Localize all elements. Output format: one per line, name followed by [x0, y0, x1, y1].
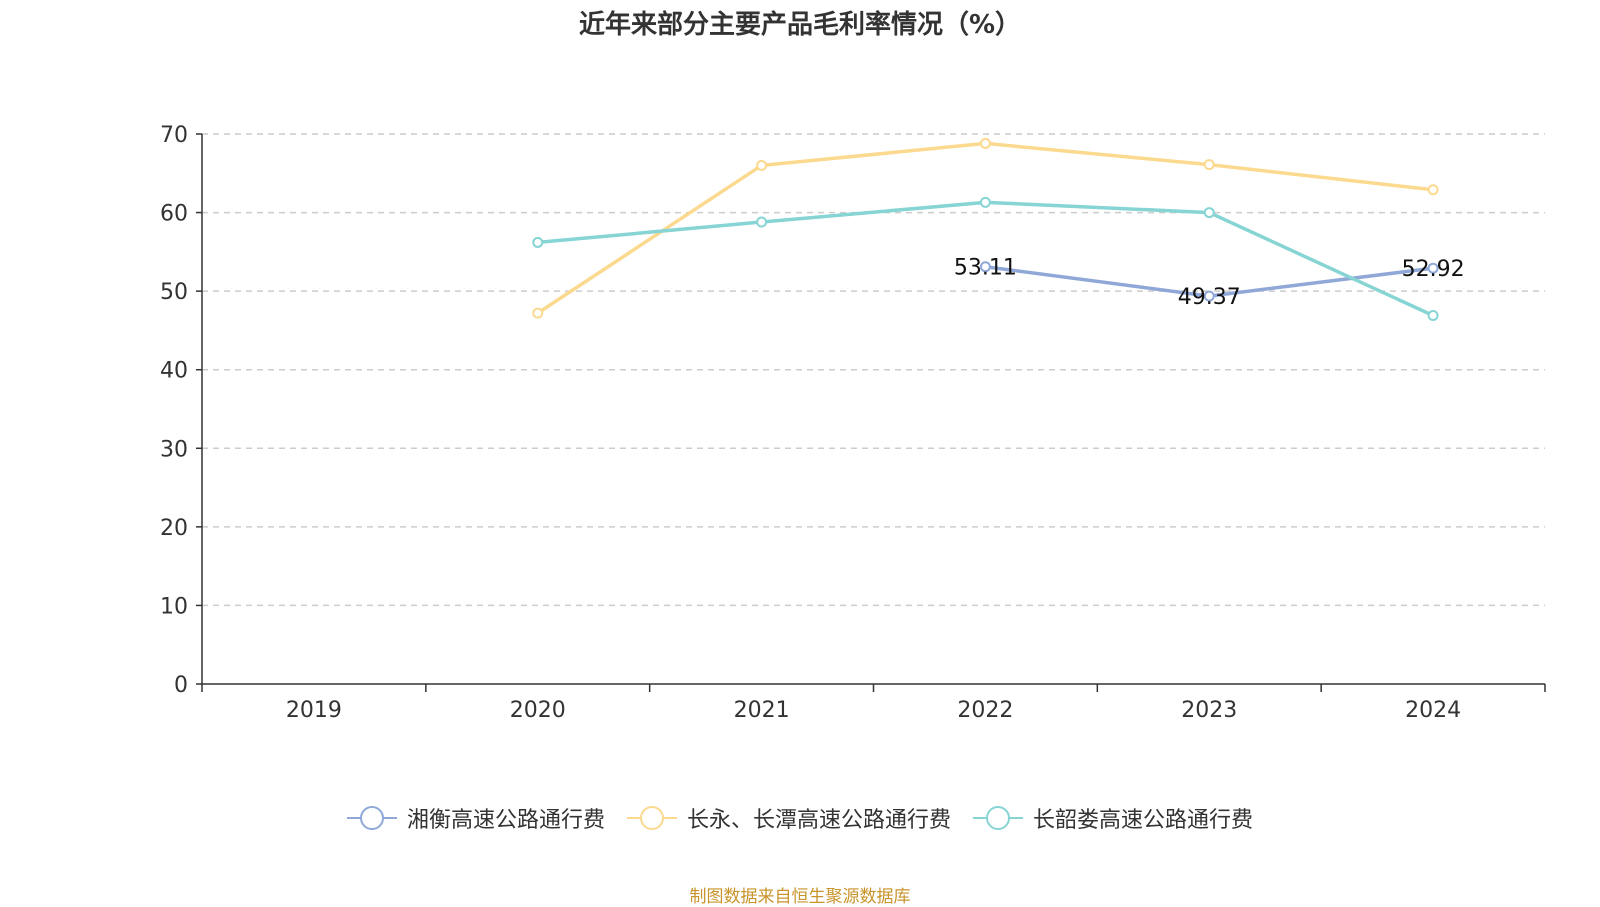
legend-label: 长韶娄高速公路通行费 [1033, 808, 1254, 833]
series-line-2 [536, 141, 1434, 315]
data-point [1427, 310, 1439, 321]
data-point [1203, 207, 1215, 219]
grid-layer [202, 133, 1545, 607]
x-tick-label: 2020 [510, 698, 566, 723]
y-tick-label: 30 [160, 437, 188, 462]
legend-marker-icon [626, 805, 677, 831]
legend-marker-icon [973, 805, 1023, 831]
y-tick-label: 20 [160, 516, 188, 541]
y-tick-label: 0 [174, 673, 188, 698]
data-point [979, 196, 991, 208]
data-point [1427, 184, 1439, 196]
x-tick-label: 2024 [1405, 698, 1461, 723]
data-point [756, 159, 768, 171]
data-point [532, 236, 544, 248]
data-point [1203, 290, 1215, 302]
y-tick-label: 50 [160, 280, 188, 305]
x-tick-label: 2021 [734, 698, 790, 723]
y-tick-label: 60 [160, 202, 188, 227]
source-note: 制图数据来自恒生聚源数据库 [689, 887, 911, 907]
x-tick-label: 2019 [286, 698, 342, 723]
legend-item-1[interactable]: 湘衡高速公路通行费 [346, 802, 605, 834]
data-point [756, 216, 768, 228]
data-point [1427, 262, 1439, 274]
legend-label: 湘衡高速公路通行费 [406, 808, 605, 833]
data-point [1203, 159, 1215, 171]
data-point [979, 137, 991, 149]
x-tick-label: 2023 [1181, 698, 1237, 723]
data-label: 52.92 [1402, 257, 1465, 282]
legend-label: 长永、长潭高速公路通行费 [686, 808, 951, 833]
legend-item-2[interactable]: 长永、长潭高速公路通行费 [626, 802, 951, 834]
y-tick-label: 10 [160, 594, 188, 619]
legend-marker-icon [346, 805, 397, 831]
y-tick-label: 70 [160, 123, 188, 148]
legend-item-3[interactable]: 长韶娄高速公路通行费 [973, 802, 1253, 834]
data-point [532, 307, 544, 319]
chart-title: 近年来部分主要产品毛利率情况（%） [578, 10, 1022, 40]
data-label: 53.11 [954, 256, 1017, 281]
label-layer: 53.11 49.37 52.92 [954, 256, 1465, 310]
series-layer [532, 137, 1439, 321]
y-tick-label: 40 [160, 359, 188, 384]
axis-layer: 0 10 20 30 40 50 60 70 2019 2020 2021 2022 2023 2024 [160, 123, 1546, 723]
data-label: 49.37 [1178, 285, 1241, 310]
data-point [979, 261, 991, 273]
legend: 湘衡高速公路通行费 长永、长潭高速公路通行费 长韶娄高速公路通行费 [0, 802, 1600, 834]
x-tick-label: 2022 [957, 698, 1013, 723]
